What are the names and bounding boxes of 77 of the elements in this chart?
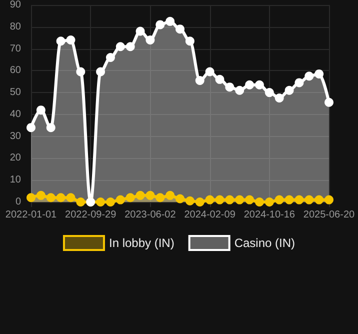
y-tick-label: 0 [15, 196, 22, 208]
point [324, 195, 334, 204]
point [225, 82, 234, 92]
point [274, 195, 284, 204]
y-tick-label: 80 [10, 21, 22, 32]
point [146, 190, 155, 200]
point [225, 195, 234, 204]
point [284, 86, 294, 95]
point [235, 195, 244, 204]
point [235, 86, 244, 95]
point [166, 16, 175, 26]
point [185, 196, 194, 206]
point [304, 195, 314, 204]
point [96, 198, 106, 206]
x-tick-label: 2025-06-20 [303, 210, 356, 220]
point [245, 195, 254, 204]
point [76, 67, 86, 76]
y-tick-label: 20 [10, 152, 22, 164]
point [116, 195, 125, 204]
point [176, 194, 184, 204]
point [106, 53, 115, 62]
point [176, 24, 184, 34]
y-tick-label: 10 [10, 174, 22, 186]
point [96, 67, 106, 76]
legend-label: In lobby (IN) [108, 236, 174, 250]
point [274, 94, 284, 103]
point [195, 198, 204, 206]
point [294, 195, 304, 204]
point [46, 123, 56, 132]
point [294, 78, 304, 88]
point [195, 76, 204, 86]
point [324, 98, 334, 107]
point [76, 198, 86, 206]
point [136, 190, 145, 200]
point [126, 42, 135, 52]
point [126, 193, 135, 202]
y-tick-label: 50 [10, 87, 22, 98]
x-tick-label: 2022-01-01 [5, 210, 58, 220]
point [254, 80, 264, 90]
point [26, 193, 36, 202]
point [245, 80, 254, 90]
point [205, 67, 214, 76]
point [205, 195, 214, 204]
point [314, 195, 324, 204]
x-tick-label: 2024-02-09 [184, 210, 236, 220]
point [46, 193, 56, 202]
point [264, 88, 274, 98]
point [254, 198, 264, 206]
point [116, 42, 125, 52]
y-tick-label: 70 [10, 43, 22, 54]
point [284, 195, 294, 204]
point [215, 74, 224, 84]
point [56, 36, 66, 46]
point [66, 36, 76, 45]
x-tick-label: 2022-09-29 [65, 210, 117, 220]
y-tick-label: 90 [10, 0, 22, 10]
point [314, 69, 324, 78]
x-tick-label: 2024-10-16 [244, 210, 296, 220]
point [304, 72, 314, 81]
x-tick-label: 2023-06-02 [124, 210, 176, 220]
point [136, 26, 145, 36]
point [156, 20, 165, 30]
y-tick-label: 40 [10, 108, 22, 120]
point [56, 193, 66, 202]
point [26, 123, 36, 132]
point [166, 190, 175, 200]
point [146, 36, 155, 45]
point [106, 198, 115, 206]
y-tick-label: 60 [10, 65, 22, 76]
point [66, 193, 76, 202]
y-tick-label: 30 [10, 130, 22, 142]
point [215, 195, 224, 204]
point [36, 190, 46, 200]
point [185, 36, 194, 46]
point [36, 106, 46, 115]
point [156, 193, 165, 202]
legend-label: Casino (IN) [234, 236, 296, 250]
